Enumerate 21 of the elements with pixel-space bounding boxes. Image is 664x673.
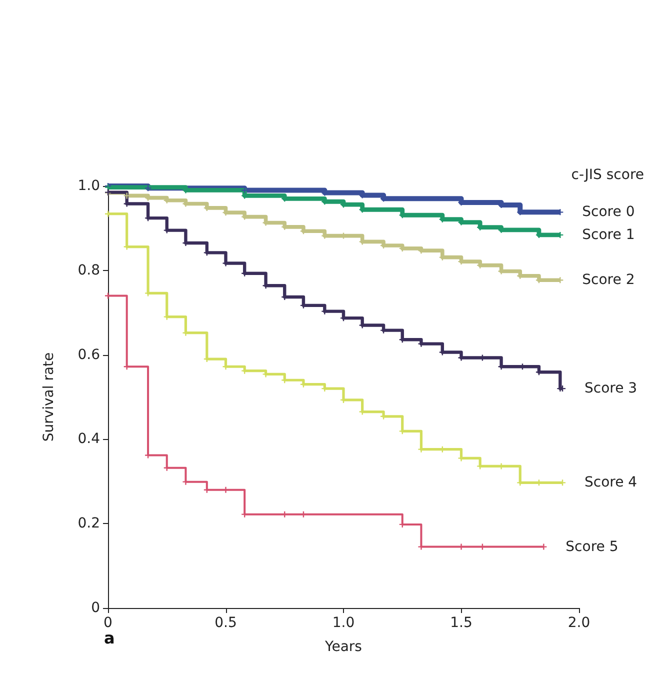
text: a: [104, 628, 115, 648]
y-tick-label: 1.0: [78, 178, 100, 194]
y-axis-title: Survival rate: [41, 352, 57, 442]
y-tick-label: 0.6: [78, 346, 100, 363]
x-tick-label: 2.0: [568, 615, 590, 631]
series-label: Score 2: [582, 272, 635, 288]
series-label: Score 0: [582, 204, 635, 220]
y-tick-label: 0: [91, 600, 100, 616]
y-tick-label: 0.8: [78, 262, 100, 278]
x-tick-label: 1.5: [450, 615, 472, 631]
series-label: Score 3: [584, 380, 638, 397]
series-label: Score 1: [582, 226, 635, 243]
series-label: Score 5: [566, 538, 618, 555]
y-tick-label: 0.4: [78, 431, 100, 448]
legend-title: c-JIS score: [571, 167, 644, 183]
series-label: Score 4: [584, 474, 638, 491]
y-tick-label: 0.2: [78, 516, 100, 532]
x-axis-title: Years: [324, 639, 362, 655]
x-tick-label: 0: [104, 615, 112, 631]
x-tick-label: 1.0: [332, 615, 355, 631]
x-tick-label: 0.5: [214, 615, 237, 631]
